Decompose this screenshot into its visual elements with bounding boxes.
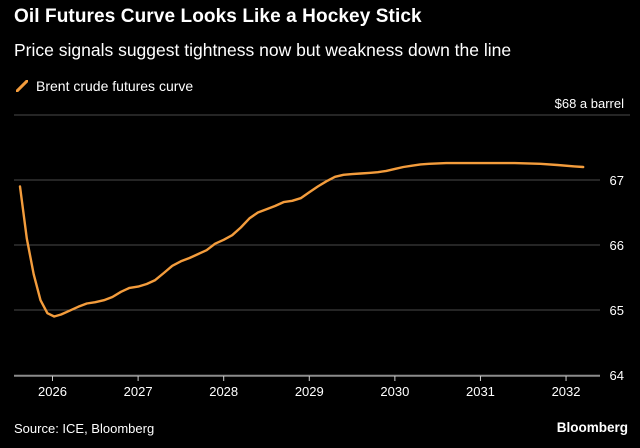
legend-label: Brent crude futures curve: [36, 78, 194, 94]
x-tick-label: 2030: [380, 384, 409, 399]
y-tick-label: 66: [610, 238, 624, 253]
chart-title: Oil Futures Curve Looks Like a Hockey St…: [14, 6, 422, 27]
x-tick-label: 2028: [209, 384, 238, 399]
y-tick-label: 65: [610, 303, 624, 318]
x-tick-label: 2026: [38, 384, 67, 399]
source-note: Source: ICE, Bloomberg: [14, 421, 155, 436]
legend-swatch: [16, 80, 28, 92]
brand-logo: Bloomberg: [556, 420, 628, 435]
chart-subtitle: Price signals suggest tightness now but …: [14, 40, 512, 60]
legend: Brent crude futures curve: [16, 78, 193, 94]
y-tick-label: 64: [610, 368, 624, 383]
series-line-brent: [18, 161, 585, 318]
y-axis-unit-label: $68 a barrel: [555, 96, 624, 111]
x-tick-label: 2031: [466, 384, 495, 399]
x-tick-label: 2029: [295, 384, 324, 399]
y-tick-label: 67: [610, 173, 624, 188]
x-tick-label: 2027: [124, 384, 153, 399]
x-tick-label: 2032: [552, 384, 581, 399]
